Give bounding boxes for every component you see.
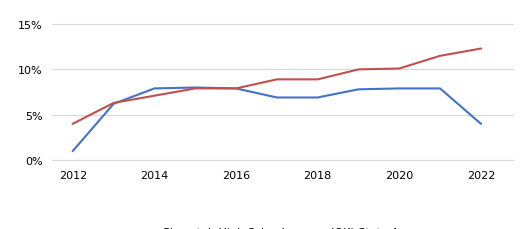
Legend: Checotah High School, (OK) State Average: Checotah High School, (OK) State Average [125,222,441,229]
